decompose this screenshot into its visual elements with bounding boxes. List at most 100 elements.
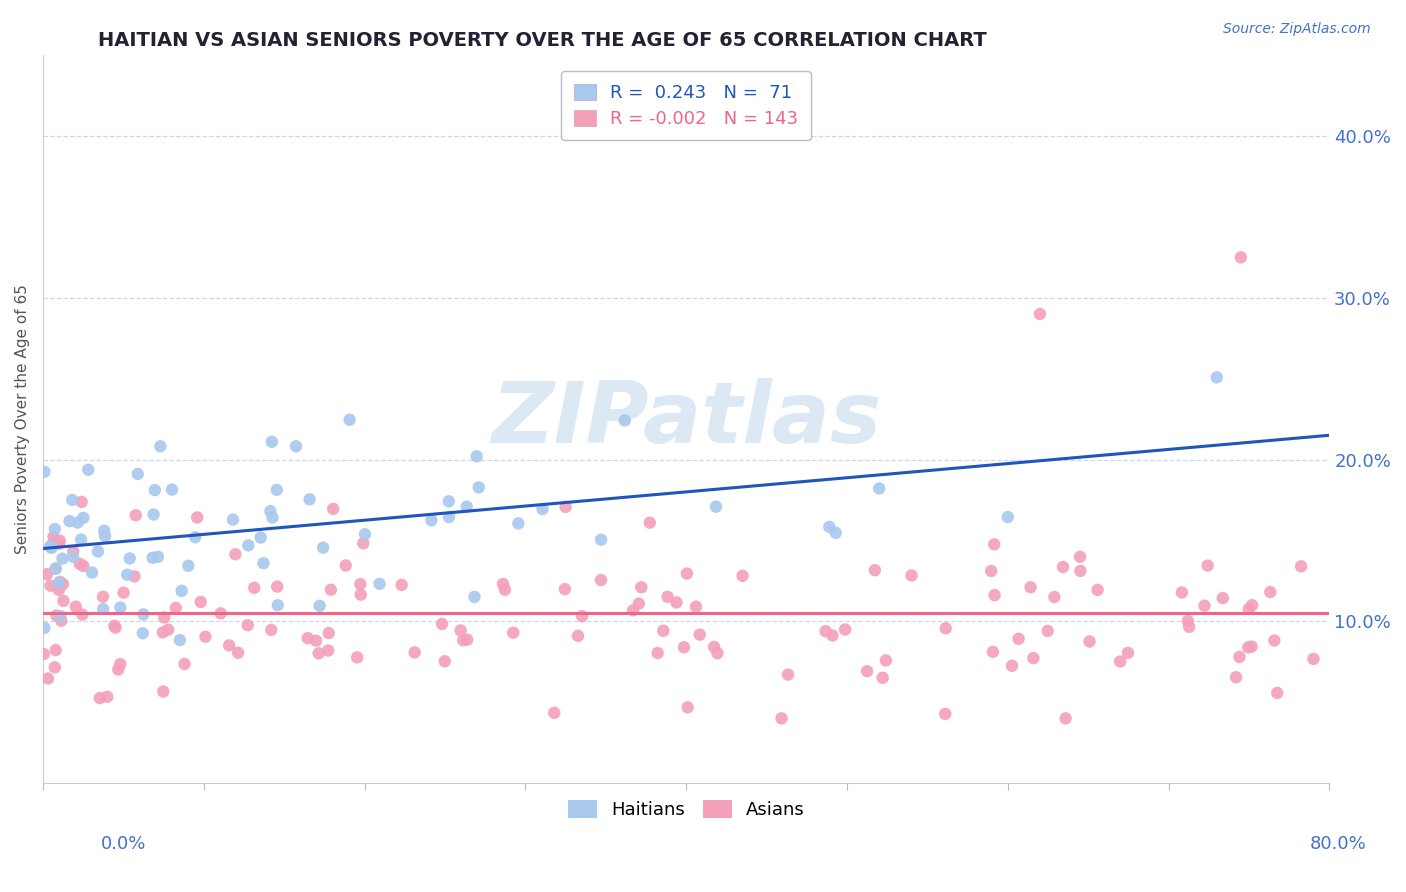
Point	[589, 573, 612, 587]
Point	[621, 603, 644, 617]
Point	[404, 645, 426, 659]
Point	[51, 551, 73, 566]
Point	[676, 700, 699, 714]
Point	[433, 654, 456, 668]
Point	[209, 607, 232, 621]
Point	[983, 588, 1005, 602]
Point	[62, 544, 84, 558]
Point	[391, 578, 413, 592]
Point	[44, 660, 66, 674]
Point	[465, 450, 488, 464]
Point	[1289, 559, 1312, 574]
Point	[354, 527, 377, 541]
Point	[52, 577, 75, 591]
Point	[900, 568, 922, 582]
Point	[352, 536, 374, 550]
Point	[184, 530, 207, 544]
Point	[638, 516, 661, 530]
Point	[72, 558, 94, 573]
Point	[132, 607, 155, 622]
Point	[1007, 632, 1029, 646]
Point	[51, 614, 73, 628]
Point	[554, 582, 576, 596]
Point	[1197, 558, 1219, 573]
Point	[285, 439, 308, 453]
Point	[89, 691, 111, 706]
Point	[48, 575, 70, 590]
Point	[41, 541, 63, 555]
Point	[453, 633, 475, 648]
Point	[318, 626, 340, 640]
Point	[685, 599, 707, 614]
Point	[224, 547, 246, 561]
Point	[531, 502, 554, 516]
Point	[312, 541, 335, 555]
Point	[1265, 686, 1288, 700]
Point	[117, 567, 139, 582]
Point	[1069, 549, 1091, 564]
Point	[37, 672, 59, 686]
Text: 80.0%: 80.0%	[1310, 835, 1367, 853]
Point	[69, 557, 91, 571]
Point	[1087, 582, 1109, 597]
Point	[689, 627, 711, 641]
Point	[1078, 634, 1101, 648]
Point	[672, 640, 695, 655]
Point	[48, 582, 70, 597]
Point	[1229, 649, 1251, 664]
Point	[249, 531, 271, 545]
Point	[450, 624, 472, 638]
Point	[665, 595, 688, 609]
Point	[77, 463, 100, 477]
Point	[62, 549, 84, 564]
Point	[112, 585, 135, 599]
Point	[142, 508, 165, 522]
Point	[124, 569, 146, 583]
Point	[1054, 711, 1077, 725]
Point	[39, 541, 62, 555]
Point	[872, 671, 894, 685]
Point	[298, 492, 321, 507]
Point	[437, 510, 460, 524]
Point	[492, 577, 515, 591]
Point	[39, 540, 62, 554]
Point	[45, 561, 67, 575]
Point	[613, 413, 636, 427]
Point	[160, 483, 183, 497]
Point	[468, 480, 491, 494]
Point	[238, 538, 260, 552]
Point	[339, 413, 361, 427]
Point	[420, 513, 443, 527]
Point	[152, 625, 174, 640]
Point	[676, 566, 699, 581]
Point	[1263, 633, 1285, 648]
Point	[42, 530, 65, 544]
Point	[704, 500, 727, 514]
Point	[456, 632, 478, 647]
Point	[322, 502, 344, 516]
Point	[706, 646, 728, 660]
Y-axis label: Seniors Poverty Over the Age of 65: Seniors Poverty Over the Age of 65	[15, 285, 30, 554]
Point	[173, 657, 195, 671]
Point	[494, 582, 516, 597]
Point	[297, 631, 319, 645]
Point	[60, 492, 83, 507]
Point	[72, 607, 94, 622]
Point	[177, 558, 200, 573]
Text: Source: ZipAtlas.com: Source: ZipAtlas.com	[1223, 22, 1371, 37]
Point	[508, 516, 530, 531]
Point	[42, 536, 65, 550]
Point	[143, 483, 166, 497]
Point	[96, 690, 118, 704]
Point	[703, 640, 725, 654]
Point	[165, 601, 187, 615]
Point	[118, 551, 141, 566]
Point	[627, 597, 650, 611]
Point	[1230, 250, 1253, 264]
Point	[818, 520, 841, 534]
Point	[1194, 599, 1216, 613]
Point	[1177, 614, 1199, 628]
Point	[39, 579, 62, 593]
Point	[127, 467, 149, 481]
Point	[571, 609, 593, 624]
